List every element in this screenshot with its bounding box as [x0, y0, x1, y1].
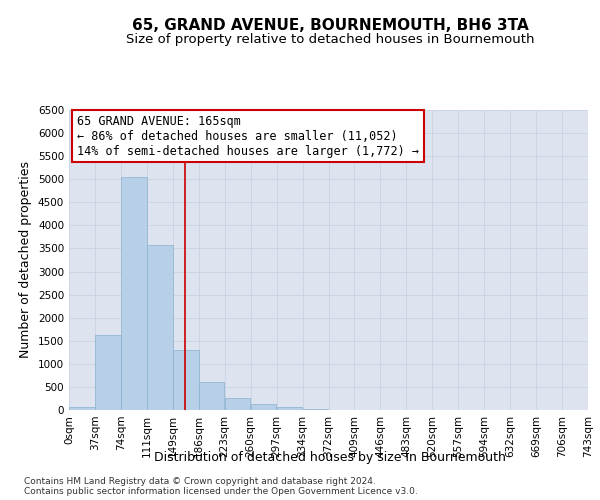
Text: 65, GRAND AVENUE, BOURNEMOUTH, BH6 3TA: 65, GRAND AVENUE, BOURNEMOUTH, BH6 3TA — [131, 18, 529, 32]
Bar — [302, 409, 328, 410]
Text: Distribution of detached houses by size in Bournemouth: Distribution of detached houses by size … — [154, 451, 506, 464]
Bar — [95, 335, 121, 410]
Text: Contains HM Land Registry data © Crown copyright and database right 2024.: Contains HM Land Registry data © Crown c… — [24, 477, 376, 486]
Y-axis label: Number of detached properties: Number of detached properties — [19, 162, 32, 358]
Bar — [277, 407, 302, 410]
Text: Size of property relative to detached houses in Bournemouth: Size of property relative to detached ho… — [126, 32, 534, 46]
Bar — [69, 408, 95, 410]
Bar — [147, 245, 173, 410]
Bar — [199, 382, 224, 410]
Bar — [173, 350, 199, 410]
Text: Contains public sector information licensed under the Open Government Licence v3: Contains public sector information licen… — [24, 487, 418, 496]
Bar — [121, 177, 146, 410]
Bar — [225, 398, 250, 410]
Bar — [251, 404, 277, 410]
Text: 65 GRAND AVENUE: 165sqm
← 86% of detached houses are smaller (11,052)
14% of sem: 65 GRAND AVENUE: 165sqm ← 86% of detache… — [77, 114, 419, 158]
